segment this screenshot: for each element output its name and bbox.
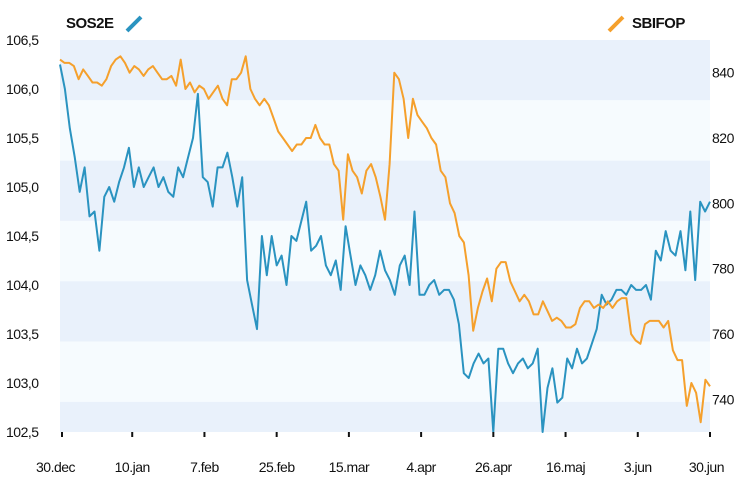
- x-tick-label: 16.maj: [546, 459, 585, 475]
- x-tick-label: 4.apr: [406, 459, 436, 475]
- band: [60, 40, 710, 101]
- y-right-tick-label: 760: [712, 326, 735, 342]
- y-left-tick-label: 105,0: [6, 179, 39, 195]
- legend: SOS2E SBIFOP: [66, 15, 686, 33]
- y-right-tick-label: 820: [712, 130, 735, 146]
- series-line-sos2e: [59, 64, 711, 433]
- y-right-tick-label: 780: [712, 261, 735, 277]
- band: [60, 401, 710, 432]
- y-axis-left: 106,5 106,0 105,5 105,0 104,5 104,0 103,5 103,0…: [6, 32, 40, 440]
- y-left-tick-label: 102,5: [6, 424, 39, 440]
- y-right-tick-label: 800: [712, 195, 735, 211]
- y-left-tick-label: 106,5: [6, 32, 39, 48]
- series-layer: [59, 55, 711, 433]
- y-left-tick-label: 104,5: [6, 228, 39, 244]
- x-tick-label: 30.jun: [689, 459, 724, 475]
- y-left-tick-label: 103,5: [6, 326, 39, 342]
- x-tick-label: 15.mar: [329, 459, 370, 475]
- legend-swatch-right: [607, 15, 625, 33]
- y-axis-right: 840 820 800 780 760 740: [712, 65, 735, 408]
- y-left-tick-label: 104,0: [6, 277, 39, 293]
- x-tick-label: 10.jan: [115, 459, 150, 475]
- x-tick-label: 30.dec: [36, 459, 76, 475]
- legend-swatch-left: [125, 15, 143, 33]
- y-left-tick-label: 106,0: [6, 81, 39, 97]
- background-bands: [60, 40, 710, 432]
- legend-label-left: SOS2E: [66, 15, 114, 32]
- band: [60, 281, 710, 342]
- y-right-tick-label: 840: [712, 65, 735, 81]
- y-left-tick-label: 105,5: [6, 130, 39, 146]
- legend-label-right: SBIFOP: [632, 15, 685, 32]
- x-tick-label: 26.apr: [475, 459, 513, 475]
- x-tick-label: 3.jun: [624, 459, 652, 475]
- x-tick-label: 25.feb: [259, 459, 296, 475]
- band: [60, 100, 710, 161]
- x-tick-label: 7.feb: [190, 459, 219, 475]
- y-right-tick-label: 740: [712, 391, 735, 407]
- series-line-sbifop: [59, 55, 711, 424]
- y-left-tick-label: 103,0: [6, 375, 39, 391]
- band: [60, 341, 710, 402]
- x-axis: 30.dec 10.jan 7.feb 25.feb 15.mar 4.apr 26.apr…: [36, 432, 725, 475]
